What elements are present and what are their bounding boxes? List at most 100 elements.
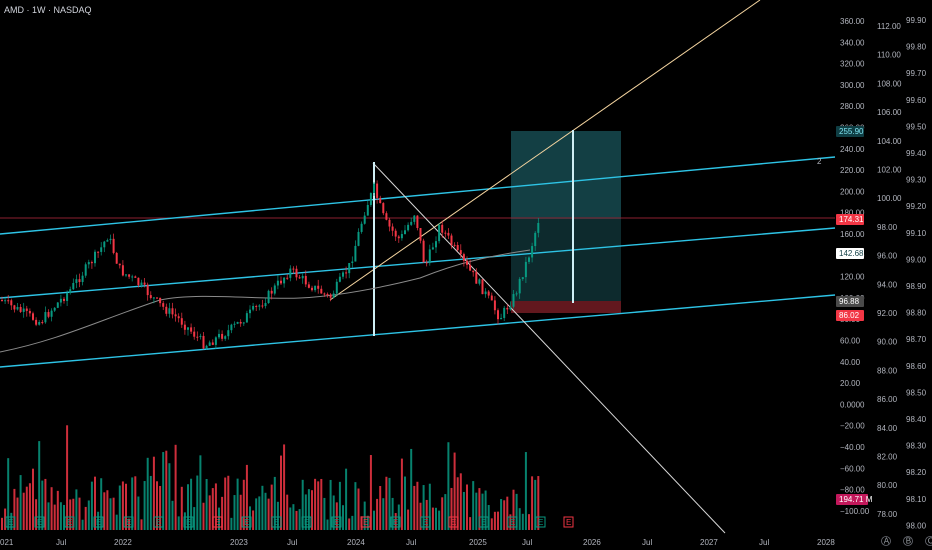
volume-bar bbox=[326, 519, 329, 530]
candle-body bbox=[360, 223, 363, 232]
candle-body bbox=[425, 262, 428, 264]
volume-bar bbox=[1, 517, 3, 530]
volume-bar bbox=[112, 497, 115, 530]
volume-bar bbox=[388, 477, 391, 530]
candle-body bbox=[19, 306, 22, 312]
candle-body bbox=[487, 291, 490, 296]
volume-bars bbox=[1, 425, 540, 530]
tertiary-axis-label: 98.20 bbox=[906, 468, 927, 477]
price-axis-label: 20.00 bbox=[840, 379, 861, 388]
candle-body bbox=[394, 230, 397, 237]
time-axis-label: 2028 bbox=[817, 538, 835, 547]
earnings-marker: E bbox=[304, 518, 309, 527]
earnings-marker: E bbox=[37, 518, 42, 527]
earnings-marker: E bbox=[126, 518, 131, 527]
volume-bar bbox=[413, 485, 416, 530]
candle-body bbox=[41, 322, 44, 324]
candle-body bbox=[267, 290, 270, 304]
price-axis-label: −60.00 bbox=[840, 464, 865, 473]
candle-body bbox=[261, 305, 264, 307]
candle-body bbox=[177, 316, 180, 319]
volume-bar bbox=[41, 480, 44, 530]
volume-bar bbox=[441, 497, 444, 530]
volume-bar bbox=[75, 489, 78, 530]
candle-body bbox=[456, 245, 459, 251]
candle-body bbox=[242, 322, 245, 324]
volume-bar bbox=[90, 481, 93, 530]
volume-bar bbox=[4, 508, 7, 530]
channel-line-1 bbox=[0, 227, 836, 299]
candle-body bbox=[447, 232, 450, 236]
candle-body bbox=[121, 265, 124, 276]
candle-body bbox=[32, 313, 34, 320]
candle-body bbox=[497, 310, 499, 320]
volume-bar bbox=[534, 479, 537, 530]
candle-body bbox=[84, 264, 87, 276]
earnings-marker: E bbox=[156, 518, 161, 527]
time-axis-label: 2026 bbox=[583, 538, 601, 547]
volume-bar bbox=[10, 512, 13, 530]
volume-bar bbox=[131, 477, 134, 530]
volume-bar bbox=[518, 508, 521, 530]
candle-body bbox=[515, 293, 518, 295]
price-axis-label: −100.00 bbox=[840, 507, 870, 516]
earnings-marker-box bbox=[153, 516, 164, 528]
volume-bar bbox=[311, 490, 313, 530]
candle-body bbox=[512, 294, 515, 307]
candle-body bbox=[301, 275, 304, 279]
volume-bar bbox=[152, 456, 155, 530]
volume-bar bbox=[286, 494, 289, 530]
candle-body bbox=[323, 293, 326, 295]
candle-body bbox=[466, 260, 468, 265]
volume-bar bbox=[53, 504, 56, 530]
tertiary-axis-label: 98.70 bbox=[906, 335, 927, 344]
candle-body bbox=[208, 342, 211, 346]
volume-bar bbox=[400, 458, 403, 530]
time-axis-label-fragment: 021 bbox=[0, 538, 14, 547]
candle-body bbox=[506, 307, 509, 310]
volume-bar bbox=[137, 496, 140, 530]
price-axis-label: 240.00 bbox=[840, 145, 865, 154]
price-axis-label: 220.00 bbox=[840, 166, 865, 175]
candle-body bbox=[249, 309, 251, 314]
candle-body bbox=[72, 282, 75, 290]
candle-body bbox=[239, 321, 242, 324]
candle-body bbox=[193, 331, 196, 337]
time-axis-label: Jul bbox=[56, 538, 66, 547]
volume-bar bbox=[233, 495, 236, 530]
candle-body bbox=[87, 262, 90, 265]
volume-bar bbox=[295, 510, 298, 530]
price-axis-label: 360.00 bbox=[840, 17, 865, 26]
candle-body bbox=[10, 300, 13, 306]
volume-bar bbox=[159, 485, 162, 530]
secondary-axis-label: 110.00 bbox=[877, 51, 901, 60]
volume-bar bbox=[218, 507, 220, 530]
target-zone bbox=[511, 131, 621, 219]
candle-body bbox=[376, 183, 379, 198]
price-axis-label: −80.00 bbox=[840, 486, 865, 495]
earnings-marker: E bbox=[96, 518, 101, 527]
price-axis-label: 40.00 bbox=[840, 358, 861, 367]
candle-body bbox=[149, 295, 152, 298]
candle-body bbox=[503, 307, 506, 318]
volume-bar bbox=[373, 510, 375, 530]
secondary-axis-label: 92.00 bbox=[877, 309, 898, 318]
candle-body bbox=[137, 277, 140, 286]
price-axis-label: 280.00 bbox=[840, 102, 865, 111]
earnings-marker-box bbox=[390, 516, 401, 528]
secondary-axis-label: 112.00 bbox=[877, 22, 901, 31]
candle-body bbox=[53, 307, 56, 311]
volume-bar bbox=[56, 490, 59, 530]
candle-body bbox=[332, 293, 335, 298]
volume-bar bbox=[475, 492, 478, 530]
price-tag-level: 96.88 bbox=[839, 297, 860, 306]
candle-body bbox=[295, 268, 298, 278]
candle-body bbox=[131, 276, 134, 278]
candle-body bbox=[78, 279, 81, 283]
volume-bar bbox=[506, 496, 509, 530]
candle-body bbox=[413, 215, 416, 222]
volume-bar bbox=[453, 452, 456, 530]
price-axis-label: 0.0000 bbox=[840, 400, 865, 409]
volume-bar bbox=[59, 502, 62, 530]
